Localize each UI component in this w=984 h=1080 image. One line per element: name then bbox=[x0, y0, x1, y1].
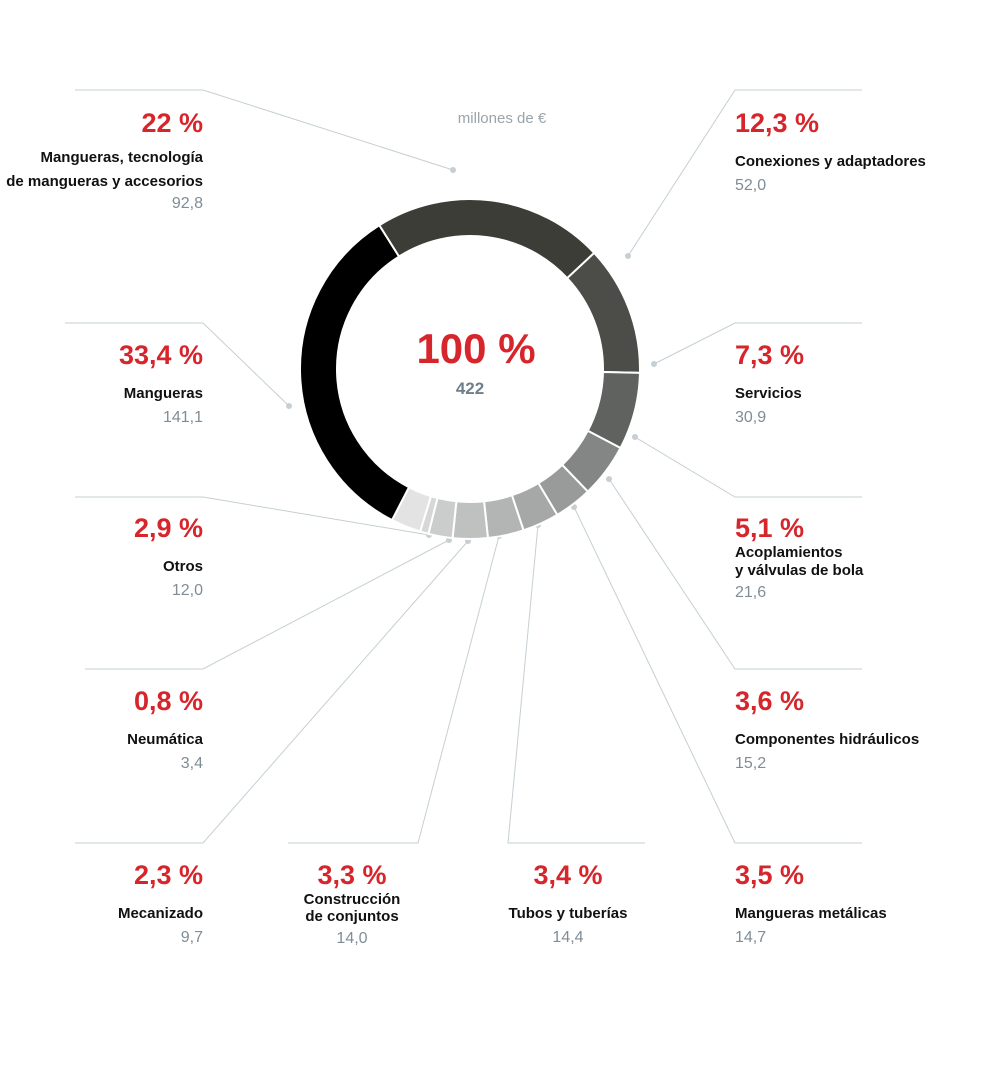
leader-line-servicios bbox=[653, 322, 862, 365]
percent-label-conexiones-y-adaptadores: 12,3 % bbox=[735, 108, 819, 138]
leader-line-mangueras-tecnologia-de-mangueras-y-accesorios bbox=[75, 89, 454, 171]
leader-line-tubos-y-tuberias bbox=[507, 524, 645, 844]
category-label-componentes-hidraulicos: Componentes hidráulicos bbox=[735, 731, 919, 748]
percent-label-componentes-hidraulicos: 3,6 % bbox=[735, 686, 804, 716]
leader-line-otros bbox=[75, 496, 430, 536]
value-label-mecanizado: 9,7 bbox=[181, 929, 203, 946]
category-label-mecanizado: Mecanizado bbox=[118, 905, 203, 922]
leader-line-componentes-hidraulicos bbox=[608, 478, 862, 670]
percent-label-mangueras-metalicas: 3,5 % bbox=[735, 860, 804, 890]
slice-construccion-de-conjuntos bbox=[451, 500, 490, 540]
percent-label-mangueras: 33,4 % bbox=[119, 340, 203, 370]
value-label-mangueras-tecnologia-de-mangueras-y-accesorios: 92,8 bbox=[172, 195, 203, 212]
percent-label-servicios: 7,3 % bbox=[735, 340, 804, 370]
value-label-conexiones-y-adaptadores: 52,0 bbox=[735, 177, 766, 194]
value-label-componentes-hidraulicos: 15,2 bbox=[735, 755, 766, 772]
leader-dot-mangueras-tecnologia-de-mangueras-y-accesorios bbox=[450, 167, 456, 173]
category-label-mangueras: Mangueras bbox=[124, 385, 203, 402]
value-label-neumatica: 3,4 bbox=[181, 755, 203, 772]
slice-conexiones-y-adaptadores bbox=[565, 251, 641, 374]
value-label-tubos-y-tuberias: 14,4 bbox=[552, 929, 583, 946]
percent-label-acoplamientos-y-valvulas-de-bola: 5,1 % bbox=[735, 513, 804, 543]
category-label-mangueras-tecnologia-de-mangueras-y-accesorios-line-2: de mangueras y accesorios bbox=[6, 173, 203, 190]
leader-dot-mangueras bbox=[286, 403, 292, 409]
value-label-acoplamientos-y-valvulas-de-bola: 21,6 bbox=[735, 584, 766, 601]
category-label-tubos-y-tuberias: Tubos y tuberías bbox=[509, 905, 628, 922]
leader-line-mangueras-metalicas bbox=[573, 506, 862, 844]
value-label-servicios: 30,9 bbox=[735, 409, 766, 426]
leader-dot-servicios bbox=[651, 361, 657, 367]
leader-line-conexiones-y-adaptadores bbox=[627, 89, 862, 257]
category-label-servicios: Servicios bbox=[735, 385, 802, 402]
category-label-conexiones-y-adaptadores: Conexiones y adaptadores bbox=[735, 153, 926, 170]
category-label-construccion-de-conjuntos-line-1: Construcción bbox=[304, 891, 401, 908]
category-label-construccion-de-conjuntos-line-2: de conjuntos bbox=[305, 908, 398, 925]
percent-label-mecanizado: 2,3 % bbox=[134, 860, 203, 890]
leader-line-acoplamientos-y-valvulas-de-bola bbox=[634, 436, 862, 498]
slice-mangueras bbox=[299, 223, 411, 522]
center-percent: 100 % bbox=[416, 325, 535, 372]
percent-label-construccion-de-conjuntos: 3,3 % bbox=[317, 860, 386, 890]
percent-label-tubos-y-tuberias: 3,4 % bbox=[533, 860, 602, 890]
category-label-acoplamientos-y-valvulas-de-bola-line-2: y válvulas de bola bbox=[735, 562, 864, 579]
category-label-acoplamientos-y-valvulas-de-bola-line-1: Acoplamientos bbox=[735, 544, 843, 561]
donut-slices bbox=[299, 198, 641, 540]
category-label-mangueras-metalicas: Mangueras metálicas bbox=[735, 905, 887, 922]
unit-label: millones de € bbox=[458, 110, 547, 127]
category-labels: 22 % Mangueras, tecnología de mangueras y … bbox=[6, 108, 926, 947]
value-label-construccion-de-conjuntos: 14,0 bbox=[336, 930, 367, 947]
leader-dot-acoplamientos-y-valvulas-de-bola bbox=[632, 434, 638, 440]
leader-line-mangueras bbox=[65, 322, 290, 407]
leader-dot-conexiones-y-adaptadores bbox=[625, 253, 631, 259]
percent-label-neumatica: 0,8 % bbox=[134, 686, 203, 716]
value-label-otros: 12,0 bbox=[172, 582, 203, 599]
category-label-otros: Otros bbox=[163, 558, 203, 575]
leader-line-mecanizado bbox=[75, 540, 469, 844]
value-label-mangueras: 141,1 bbox=[163, 409, 203, 426]
value-label-mangueras-metalicas: 14,7 bbox=[735, 929, 766, 946]
leader-dot-componentes-hidraulicos bbox=[606, 476, 612, 482]
leader-line-construccion-de-conjuntos bbox=[288, 535, 500, 844]
category-label-mangueras-tecnologia-de-mangueras-y-accesorios-line-1: Mangueras, tecnología bbox=[40, 149, 203, 166]
percent-label-otros: 2,9 % bbox=[134, 513, 203, 543]
center-total-value: 422 bbox=[456, 379, 484, 398]
slice-mangueras-tecnologia-de-mangueras-y-accesorios bbox=[377, 198, 596, 280]
percent-label-mangueras-tecnologia-de-mangueras-y-accesorios: 22 % bbox=[141, 108, 203, 138]
category-label-neumatica: Neumática bbox=[127, 731, 204, 748]
leader-line-neumatica bbox=[85, 539, 450, 670]
